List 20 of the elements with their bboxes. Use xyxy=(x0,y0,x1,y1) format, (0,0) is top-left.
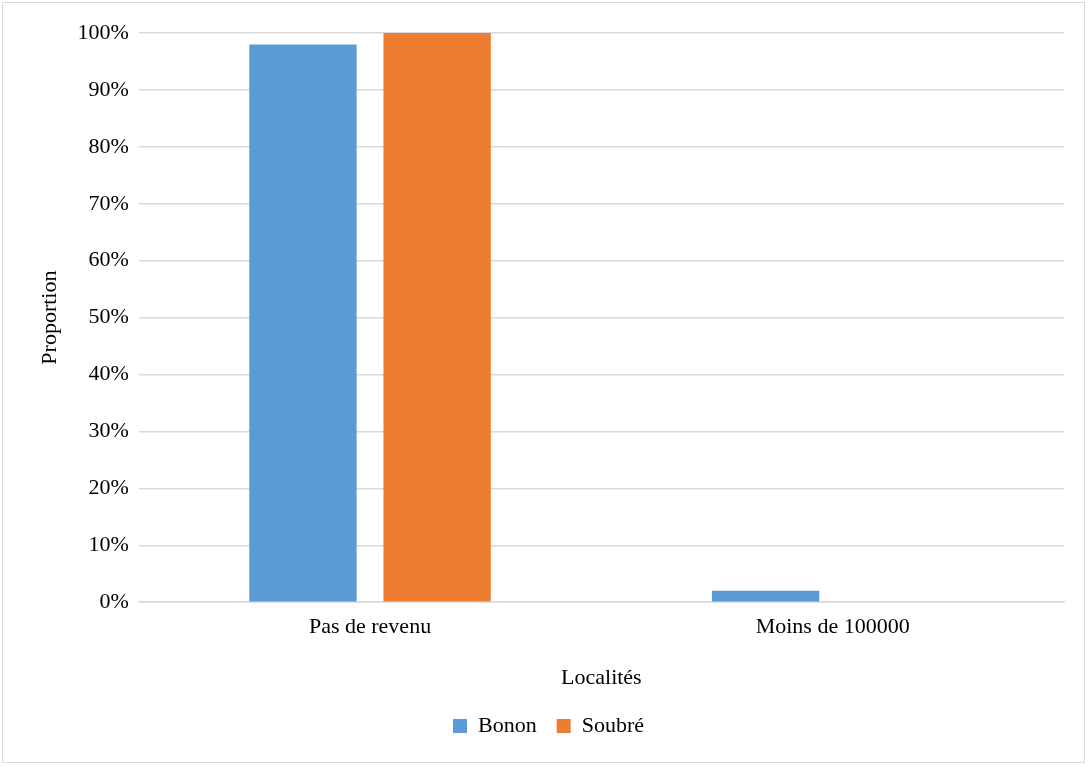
y-tick-label: 100% xyxy=(77,18,129,44)
y-tick-label: 90% xyxy=(88,75,129,101)
legend-label: Bonon xyxy=(478,711,537,737)
legend-label: Soubré xyxy=(581,711,644,737)
y-tick-label: 40% xyxy=(88,360,129,386)
y-tick-label: 30% xyxy=(88,417,129,443)
y-tick-label: 20% xyxy=(88,474,129,500)
y-tick-label: 50% xyxy=(88,303,129,329)
x-tick-label: Pas de revenu xyxy=(308,613,432,639)
y-tick-label: 0% xyxy=(99,587,129,613)
y-tick-label: 10% xyxy=(88,531,129,557)
bar xyxy=(249,44,357,602)
y-tick-label: 60% xyxy=(88,246,129,272)
x-axis-title: Localités xyxy=(561,663,642,689)
bar xyxy=(711,590,820,602)
y-tick-label: 70% xyxy=(88,189,129,215)
x-tick-label: Moins de 100000 xyxy=(755,613,910,639)
y-tick-label: 80% xyxy=(88,132,129,158)
bar xyxy=(383,33,491,602)
y-axis-title: Proportion xyxy=(35,270,61,365)
